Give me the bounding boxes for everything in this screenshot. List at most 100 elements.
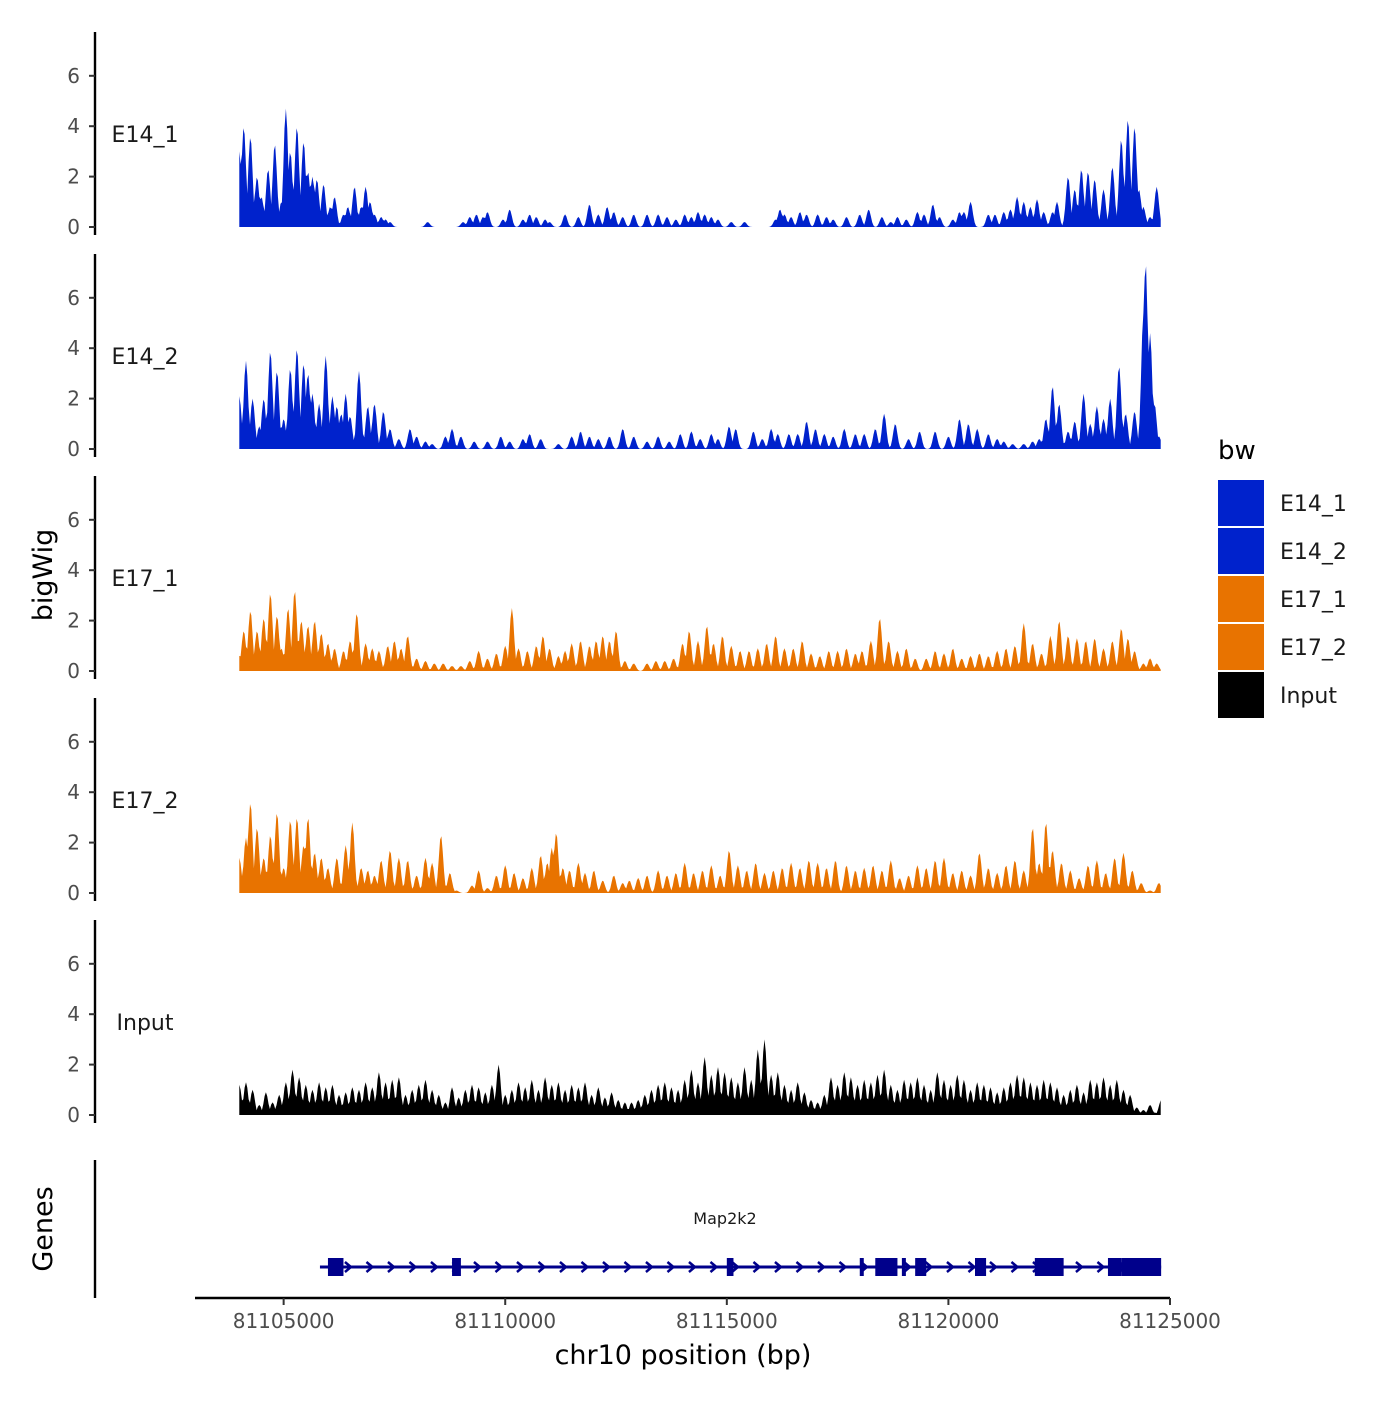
y-tick-label: 0 bbox=[67, 215, 80, 239]
track-e14-2: 0 2 4 6 E14_2 bbox=[67, 254, 1161, 461]
x-tick-label: 81125000 bbox=[1119, 1309, 1221, 1333]
legend-label: E17_2 bbox=[1280, 636, 1347, 661]
coverage-area bbox=[239, 108, 1161, 227]
y-tick-label: 6 bbox=[67, 952, 80, 976]
coverage-area bbox=[239, 592, 1161, 671]
strand-arrow-icon bbox=[344, 1261, 353, 1273]
track-label: E14_2 bbox=[112, 345, 179, 370]
strand-arrow-icon bbox=[580, 1261, 590, 1273]
track-label: E17_1 bbox=[112, 567, 179, 592]
exon-block bbox=[901, 1258, 906, 1276]
strand-arrow-icon bbox=[516, 1261, 525, 1273]
y-tick-label: 4 bbox=[67, 114, 80, 138]
exon-block bbox=[875, 1258, 898, 1276]
exon-block bbox=[726, 1258, 734, 1276]
strand-arrow-icon bbox=[623, 1261, 633, 1273]
strand-arrow-icon bbox=[387, 1261, 396, 1273]
strand-arrow-icon bbox=[365, 1261, 375, 1273]
y-tick-label: 4 bbox=[67, 780, 80, 804]
legend-title: bw bbox=[1218, 436, 1256, 466]
strand-arrow-icon bbox=[838, 1261, 848, 1273]
strand-arrow-icon bbox=[408, 1261, 418, 1273]
strand-arrow-icon bbox=[688, 1261, 697, 1273]
x-tick-label: 81110000 bbox=[454, 1309, 556, 1333]
strand-arrow-icon bbox=[430, 1261, 439, 1273]
y-tick-label: 2 bbox=[67, 609, 80, 633]
track-label: E17_2 bbox=[112, 789, 179, 814]
strand-arrow-icon bbox=[473, 1261, 482, 1273]
gene-track-title: Genes bbox=[28, 1186, 59, 1271]
strand-arrow-icon bbox=[946, 1261, 955, 1273]
x-axis: chr10 position (bp) 81105000 81110000 8111… bbox=[195, 1296, 1221, 1371]
strand-arrow-icon bbox=[774, 1261, 783, 1273]
y-tick-label: 4 bbox=[67, 1002, 80, 1026]
exon-block bbox=[1034, 1258, 1064, 1276]
strand-arrow-icon bbox=[1075, 1261, 1084, 1273]
legend-label: Input bbox=[1280, 684, 1337, 709]
strand-arrow-icon bbox=[795, 1261, 805, 1273]
strand-arrow-icon bbox=[645, 1261, 654, 1273]
exon-block bbox=[452, 1258, 461, 1276]
strand-arrow-icon bbox=[1010, 1261, 1020, 1273]
exon-block bbox=[1107, 1258, 1122, 1276]
y-tick-label: 0 bbox=[67, 437, 80, 461]
track-label: E14_1 bbox=[112, 123, 179, 148]
strand-arrow-icon bbox=[602, 1261, 611, 1273]
legend-label: E14_1 bbox=[1280, 492, 1347, 517]
strand-arrow-icon bbox=[989, 1261, 998, 1273]
track-e17-2: 0 2 4 6 E17_2 bbox=[67, 698, 1161, 905]
y-tick-label: 6 bbox=[67, 508, 80, 532]
y-tick-label: 0 bbox=[67, 1103, 80, 1127]
y-axis-title: bigWig bbox=[28, 529, 59, 622]
legend-label: E14_2 bbox=[1280, 540, 1347, 565]
x-tick-label: 81120000 bbox=[898, 1309, 1000, 1333]
exon-block bbox=[327, 1258, 344, 1276]
strand-arrow-icon bbox=[537, 1261, 547, 1273]
exon-block bbox=[859, 1258, 864, 1276]
coverage-area bbox=[239, 266, 1161, 449]
exon-block bbox=[915, 1258, 927, 1276]
gene-track: Genes Map2k2 bbox=[28, 1160, 1162, 1298]
y-tick-label: 2 bbox=[67, 1053, 80, 1077]
y-tick-label: 6 bbox=[67, 64, 80, 88]
strand-arrow-icon bbox=[494, 1261, 504, 1273]
x-tick-label: 81115000 bbox=[676, 1309, 778, 1333]
exon-block bbox=[1121, 1258, 1162, 1276]
track-input: 0 2 4 6 Input bbox=[67, 920, 1161, 1127]
strand-arrow-icon bbox=[752, 1261, 762, 1273]
exon-block bbox=[975, 1258, 987, 1276]
y-tick-label: 0 bbox=[67, 881, 80, 905]
strand-arrow-icon bbox=[709, 1261, 719, 1273]
y-tick-label: 6 bbox=[67, 730, 80, 754]
y-tick-label: 0 bbox=[67, 659, 80, 683]
x-axis-title: chr10 position (bp) bbox=[555, 1340, 812, 1371]
coverage-tracks: 0 2 4 6 E14_1 0 2 4 6 E14_2 0 2 4 6 E17_1 0 2 4 6 E17_2 0 2 4 6… bbox=[67, 32, 1161, 1127]
track-e17-1: 0 2 4 6 E17_1 bbox=[67, 476, 1161, 683]
strand-arrow-icon bbox=[731, 1261, 740, 1273]
legend-key bbox=[1218, 672, 1264, 718]
legend-key bbox=[1218, 528, 1264, 574]
legend: bw E14_1 E14_2 E17_1 E17_2 Input bbox=[1218, 436, 1347, 718]
strand-arrow-icon bbox=[924, 1261, 934, 1273]
legend-label: E17_1 bbox=[1280, 588, 1347, 613]
strand-arrow-icon bbox=[967, 1261, 977, 1273]
track-e14-1: 0 2 4 6 E14_1 bbox=[67, 32, 1161, 239]
y-tick-label: 6 bbox=[67, 286, 80, 310]
strand-arrow-icon bbox=[903, 1261, 912, 1273]
y-tick-label: 2 bbox=[67, 387, 80, 411]
legend-key bbox=[1218, 480, 1264, 526]
y-tick-label: 2 bbox=[67, 165, 80, 189]
y-tick-label: 2 bbox=[67, 831, 80, 855]
gene-name-label: Map2k2 bbox=[693, 1209, 756, 1228]
strand-arrow-icon bbox=[817, 1261, 826, 1273]
y-tick-label: 4 bbox=[67, 558, 80, 582]
track-label: Input bbox=[117, 1011, 174, 1036]
strand-arrow-icon bbox=[559, 1261, 568, 1273]
y-tick-label: 4 bbox=[67, 336, 80, 360]
strand-arrow-icon bbox=[1096, 1261, 1106, 1273]
legend-key bbox=[1218, 576, 1264, 622]
legend-key bbox=[1218, 624, 1264, 670]
coverage-area bbox=[239, 1039, 1161, 1115]
